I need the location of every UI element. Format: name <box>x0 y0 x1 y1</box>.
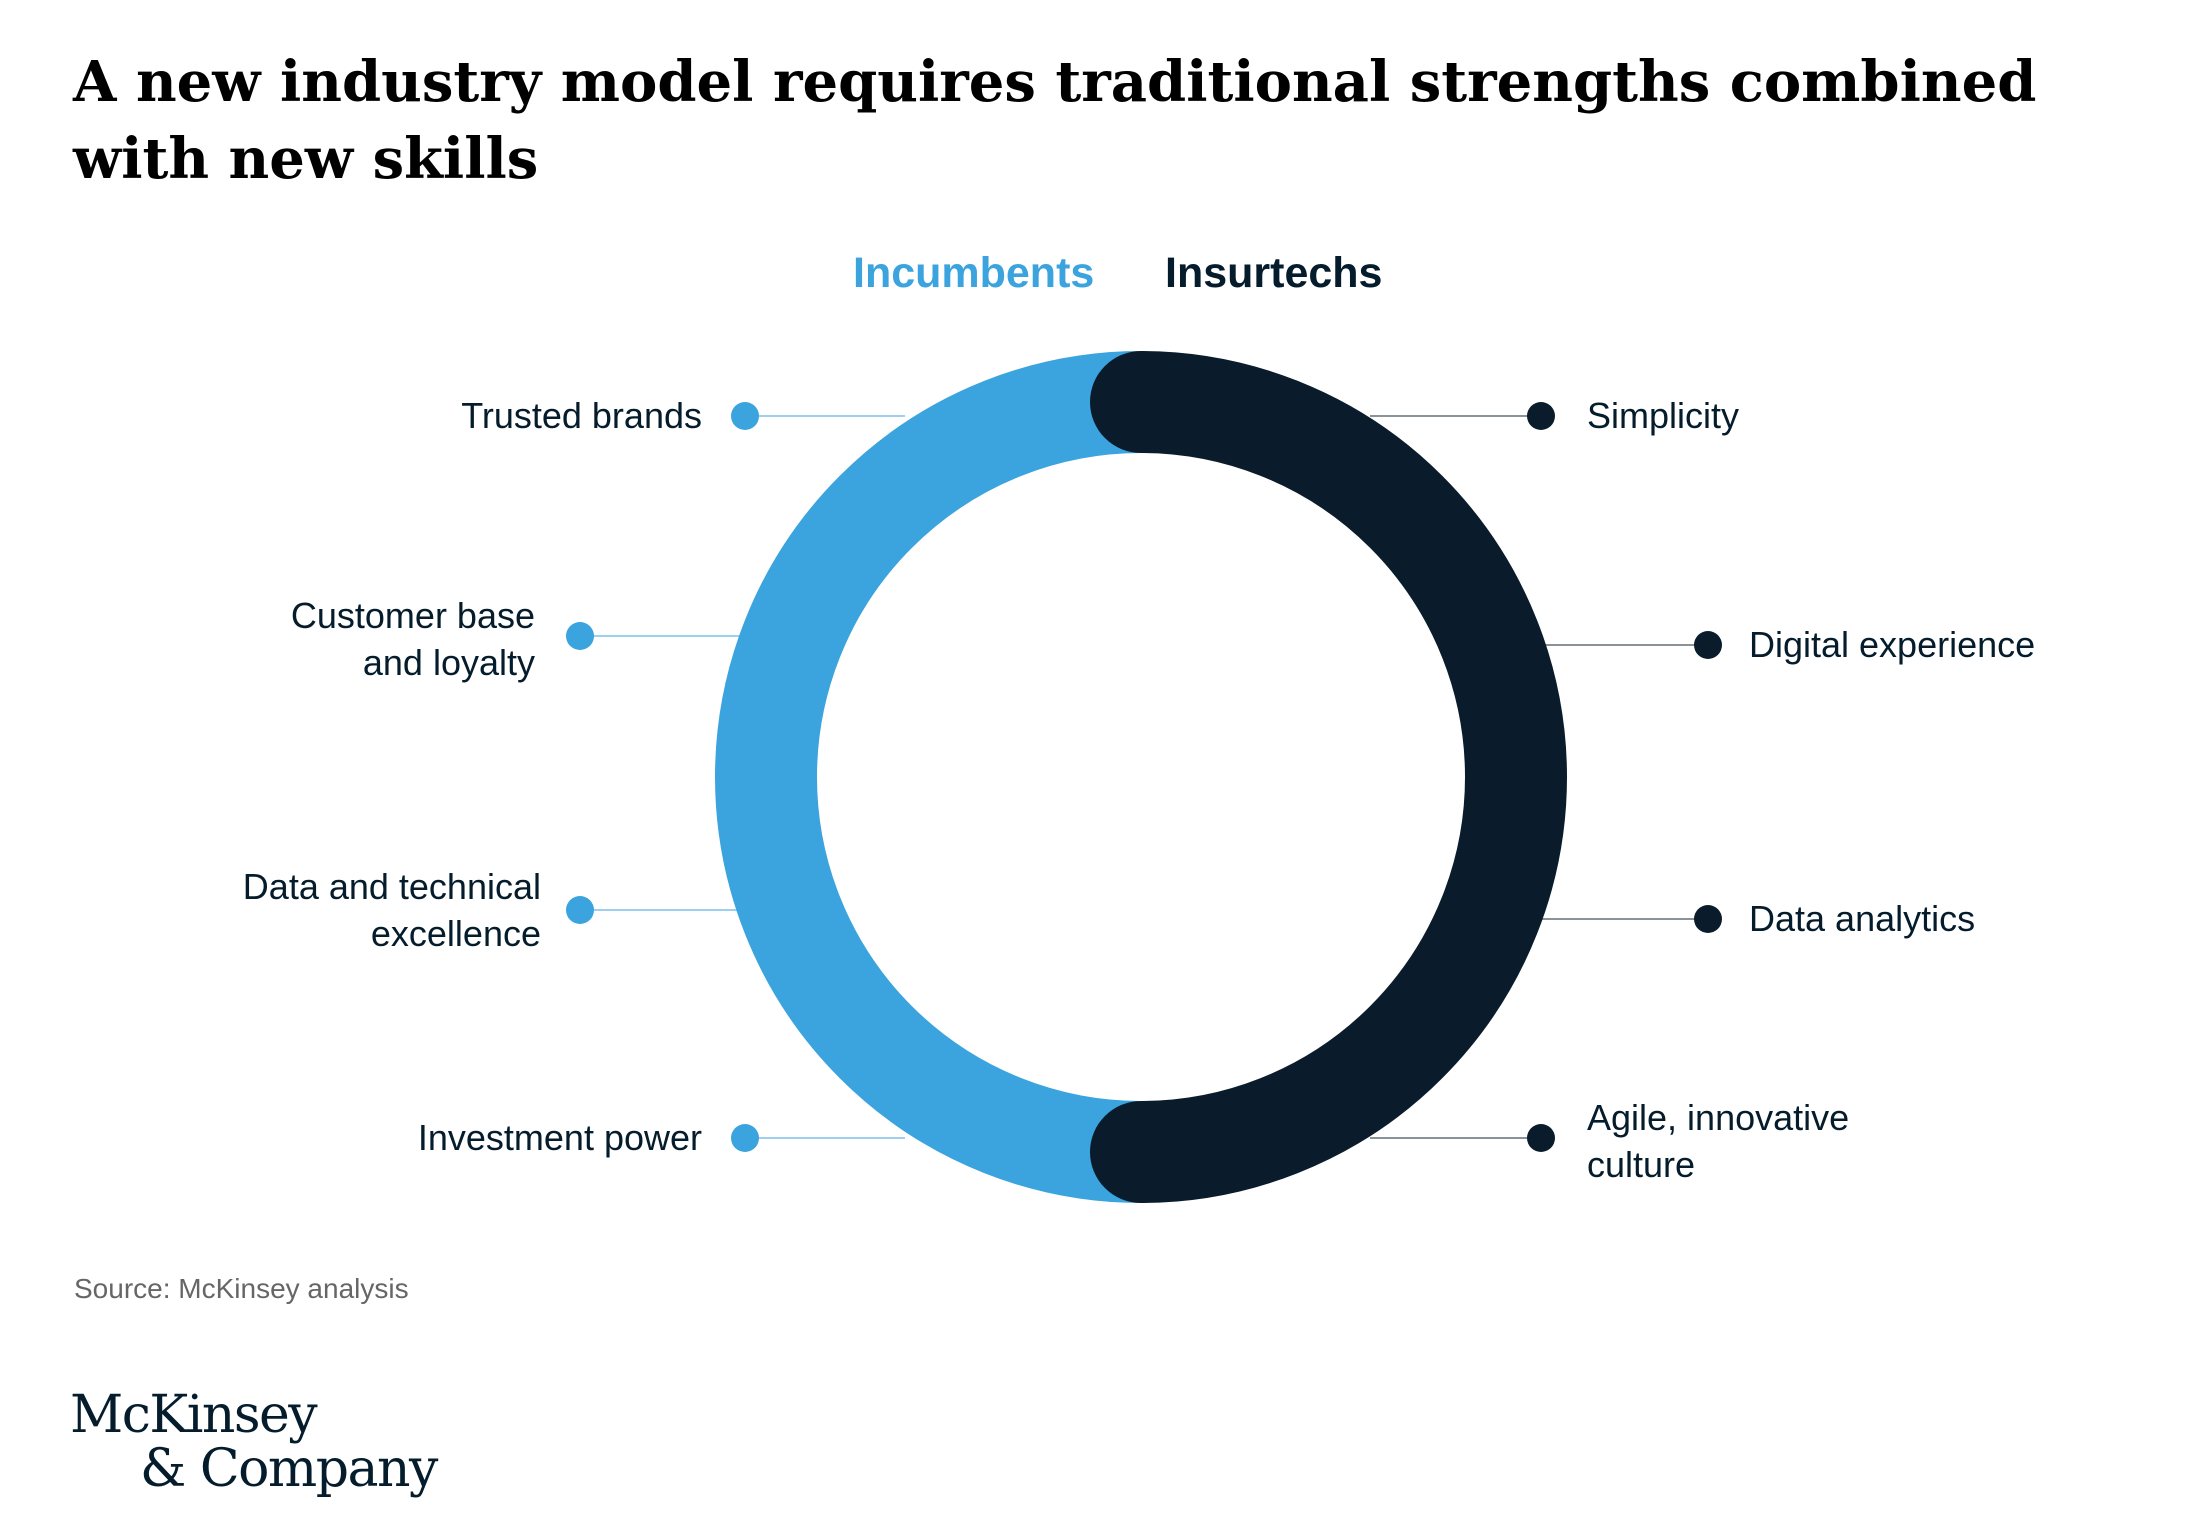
incumbents-heading: Incumbents <box>853 249 1095 297</box>
logo-line-2: & Company <box>140 1439 438 1499</box>
connectors <box>580 415 1708 1139</box>
insurtechs-arc <box>1090 351 1567 1203</box>
marker-simplicity <box>1527 402 1555 430</box>
marker-data-analytics <box>1694 905 1722 933</box>
marker-digital-experience <box>1694 631 1722 659</box>
insurtechs-heading: Insurtechs <box>1165 249 1383 297</box>
label-trusted-brands: Trusted brands <box>461 395 702 436</box>
mckinsey-logo: McKinsey & Company <box>70 1385 438 1499</box>
label-agile-culture: Agile, innovative culture <box>1587 1097 1850 1185</box>
label-digital-experience: Digital experience <box>1749 624 2036 665</box>
marker-investment-power <box>731 1124 759 1152</box>
source-note: Source: McKinsey analysis <box>74 1273 409 1304</box>
marker-trusted-brands <box>731 402 759 430</box>
marker-agile-culture <box>1527 1124 1555 1152</box>
chart-title: A new industry model requires traditiona… <box>73 49 2037 192</box>
markers <box>566 402 1722 1152</box>
marker-data-technical <box>566 896 594 924</box>
logo-line-1: McKinsey <box>70 1385 318 1445</box>
incumbents-arc <box>715 351 1192 1203</box>
label-data-analytics: Data analytics <box>1749 898 1976 939</box>
label-data-technical: Data and technical excellence <box>242 866 541 954</box>
label-investment-power: Investment power <box>417 1117 702 1158</box>
label-customer-base: Customer base and loyalty <box>290 595 535 683</box>
label-simplicity: Simplicity <box>1587 395 1740 436</box>
marker-customer-base <box>566 622 594 650</box>
